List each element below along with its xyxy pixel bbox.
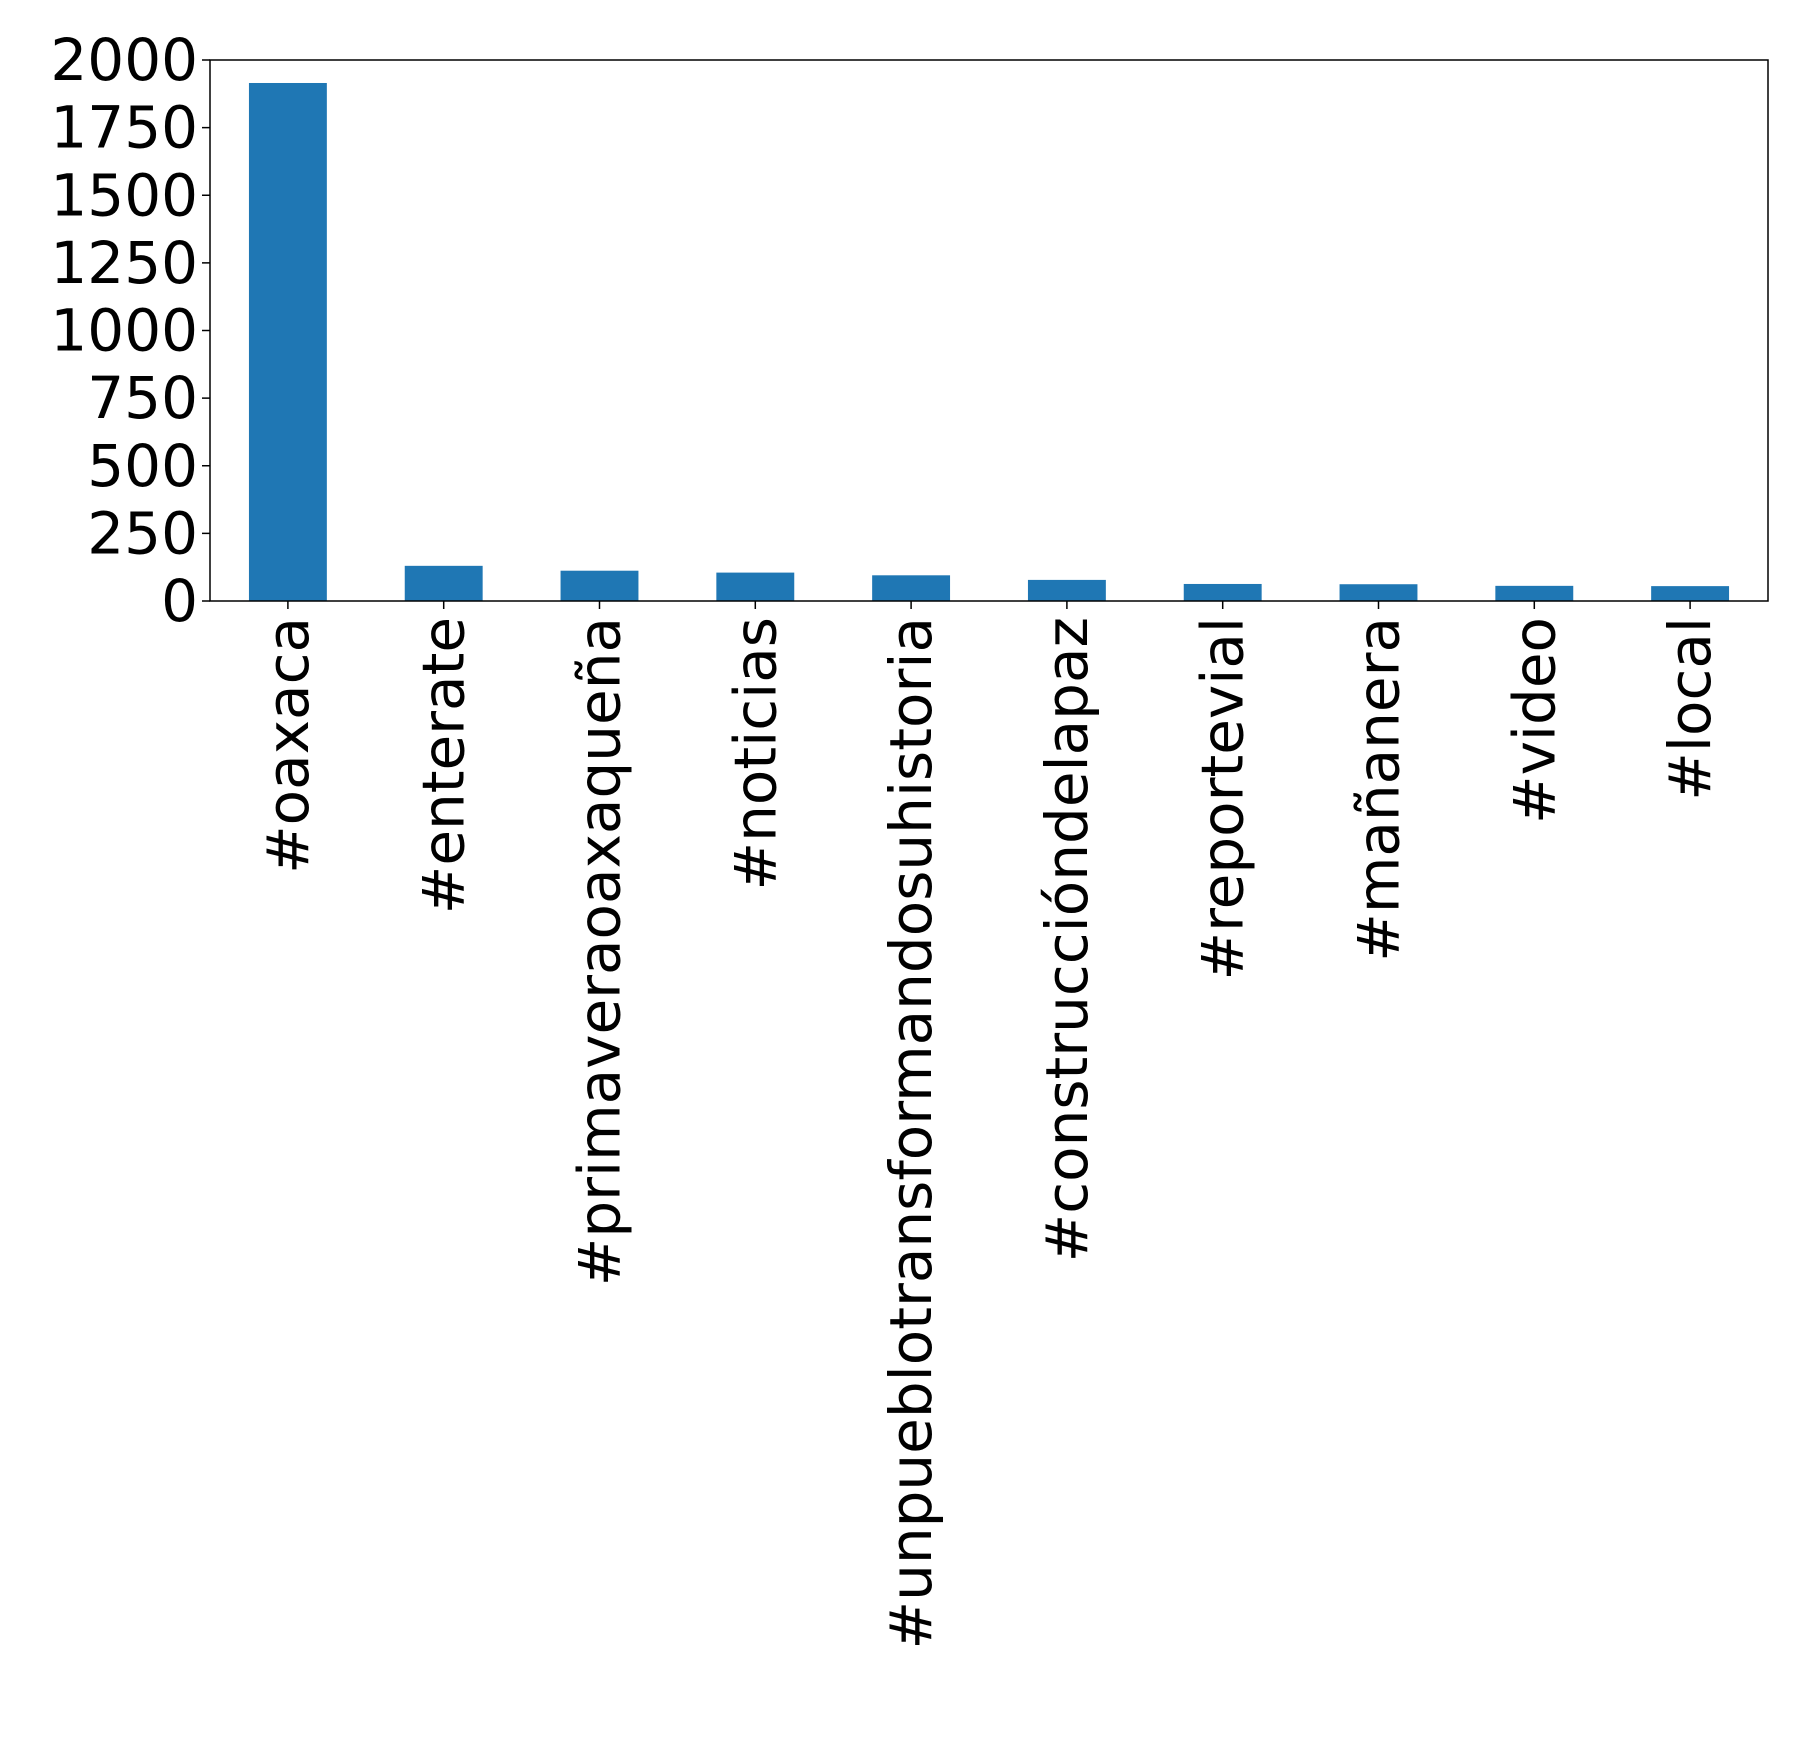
plot-frame	[209, 59, 1769, 602]
bars-group	[248, 82, 1730, 602]
y-tick-label: 0	[161, 567, 198, 635]
x-tick-label: #reportevial	[1189, 617, 1257, 981]
y-tick-label: 1000	[50, 297, 198, 365]
y-tick-label: 250	[87, 499, 198, 567]
x-tick-label: #primaveraoaxaqueña	[566, 617, 634, 1286]
plot-background	[210, 60, 1768, 601]
bar-8	[1495, 585, 1574, 601]
bar-5	[1027, 579, 1106, 601]
bar-4	[872, 575, 951, 601]
y-tick-label: 1500	[50, 161, 198, 229]
x-tick-label: #oaxaca	[254, 617, 322, 874]
bar-1	[404, 565, 483, 601]
bar-3	[716, 572, 795, 601]
y-tick-label: 2000	[50, 26, 198, 94]
x-tick-label: #unpueblotransformandosuhistoria	[877, 617, 945, 1650]
x-tick-label: #local	[1656, 617, 1724, 801]
bar-2	[560, 570, 639, 601]
y-tick-label: 1750	[50, 94, 198, 162]
bar-0	[248, 82, 327, 602]
y-tick-label: 500	[87, 432, 198, 500]
bar-9	[1651, 586, 1730, 601]
x-tick-label: #enterate	[410, 617, 478, 914]
x-axis: #oaxaca #enterate #primaveraoaxaqueña #noti…	[254, 601, 1724, 1650]
y-tick-label: 750	[87, 364, 198, 432]
x-tick-label: #construccióndelapaz	[1033, 617, 1101, 1262]
y-tick-label: 1250	[50, 229, 198, 297]
x-tick-label: #mañanera	[1345, 617, 1413, 962]
bar-6	[1183, 583, 1262, 601]
x-tick-label: #noticias	[721, 617, 789, 890]
bar-7	[1339, 584, 1418, 601]
x-tick-label: #video	[1500, 617, 1568, 824]
